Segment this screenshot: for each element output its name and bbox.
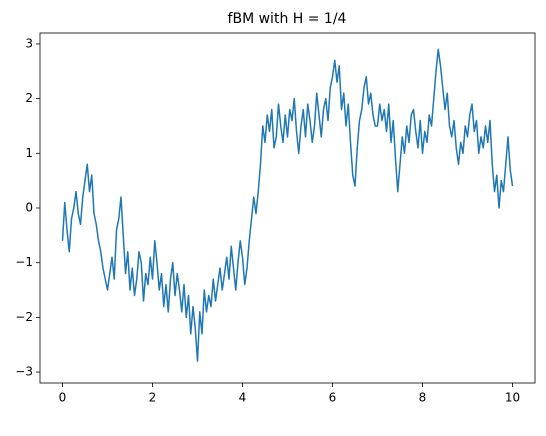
x-tick-label: 2 [149, 391, 157, 405]
y-tick-label: −2 [15, 310, 33, 324]
x-tick-label: 6 [329, 391, 337, 405]
x-tick-label: 10 [505, 391, 520, 405]
x-tick-label: 4 [239, 391, 247, 405]
chart-title: fBM with H = 1/4 [228, 11, 347, 27]
plot-frame [39, 32, 536, 384]
y-tick-label: −1 [15, 255, 33, 269]
y-tick-label: 0 [25, 201, 33, 215]
x-tick-label: 8 [419, 391, 427, 405]
y-tick-label: 2 [25, 91, 33, 105]
y-tick-label: −3 [15, 365, 33, 379]
line [61, 48, 514, 362]
y-tick-label: 3 [25, 36, 33, 50]
y-tick-label: 1 [25, 146, 33, 160]
x-tick-label: 0 [59, 391, 67, 405]
